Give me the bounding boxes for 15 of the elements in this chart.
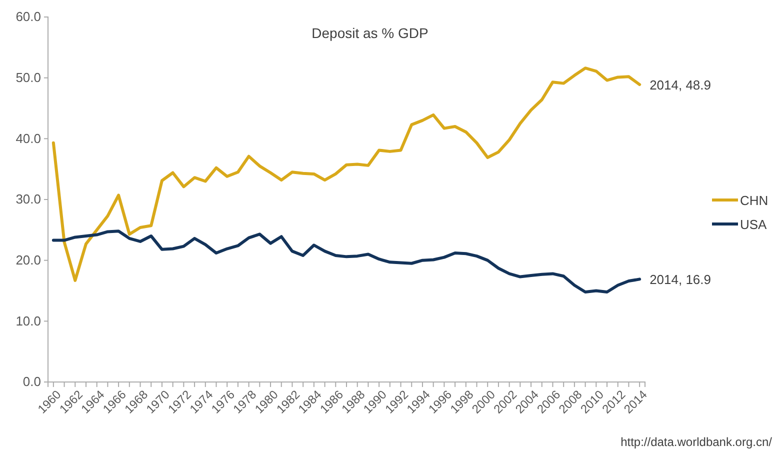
text: Deposit as % GDP xyxy=(312,25,428,41)
legend-label: CHN xyxy=(740,193,768,208)
annotation: 2014, 48.9 xyxy=(650,78,712,93)
line-series xyxy=(52,230,642,294)
annotation: 2014, 16.9 xyxy=(650,272,712,288)
y-tick-label: 40.0 xyxy=(16,130,41,146)
text: http://data.worldbank.org.cn/ xyxy=(620,435,773,449)
y-tick-label: 20.0 xyxy=(16,252,41,268)
y-tick-label: 50.0 xyxy=(16,70,41,85)
y-tick-label: 60.0 xyxy=(16,9,41,24)
y-tick-label: 0.0 xyxy=(22,374,41,390)
line-series xyxy=(52,66,642,282)
y-tick-label: 30.0 xyxy=(16,192,41,207)
legend-label: USA xyxy=(740,217,768,232)
y-tick-label: 10.0 xyxy=(16,313,41,328)
